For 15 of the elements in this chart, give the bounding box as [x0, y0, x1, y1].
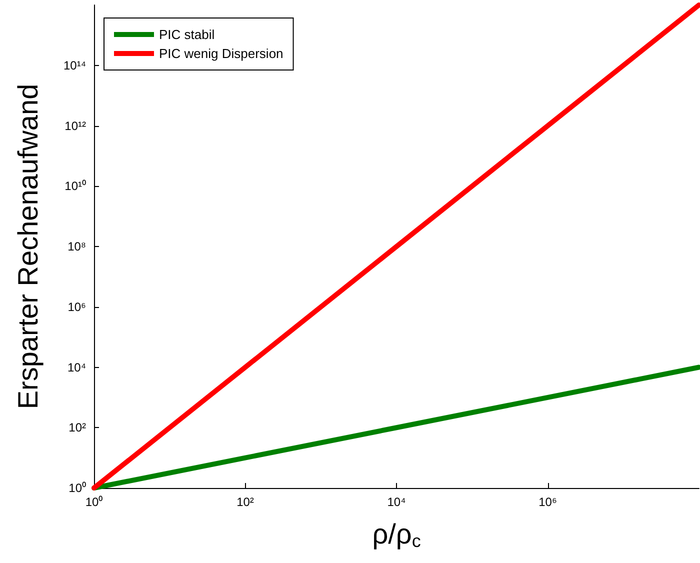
y-tick-label: 10⁶ [68, 300, 86, 314]
y-tick-label: 10² [68, 420, 86, 435]
y-tick-label: 10¹⁰ [64, 179, 86, 194]
x-tick-label: 10² [236, 495, 254, 509]
y-axis-title: Ersparter Rechenaufwand [12, 84, 44, 410]
y-tick-label: 10¹² [64, 118, 86, 133]
x-tick-label: 10⁴ [387, 495, 406, 509]
legend-label: PIC stabil [159, 27, 215, 42]
x-tick-label: 10⁰ [85, 495, 103, 509]
x-tick-label: 10⁶ [538, 495, 557, 509]
y-tick-label: 10¹⁴ [64, 58, 86, 72]
y-tick-label: 10⁸ [68, 240, 86, 254]
legend-label: PIC wenig Dispersion [159, 46, 284, 61]
y-tick-label: 10⁴ [67, 360, 86, 374]
y-tick-label: 10⁰ [68, 481, 86, 495]
